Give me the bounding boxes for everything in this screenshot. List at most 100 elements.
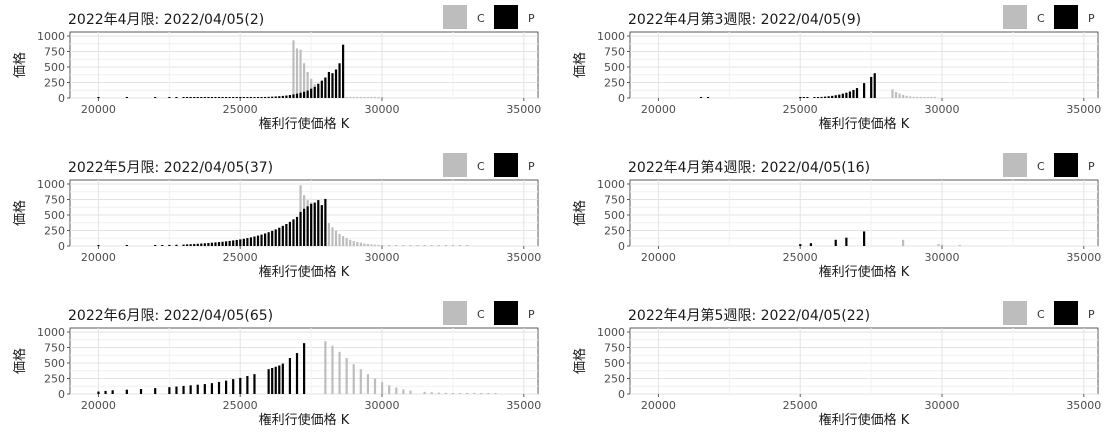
bar-p: [274, 366, 277, 394]
x-axis-label: 権利行使価格 K: [259, 412, 350, 428]
bar-p: [175, 97, 178, 98]
bar-p: [313, 202, 316, 246]
legend-label-c: C: [1037, 308, 1045, 321]
legend-label-c: C: [1037, 12, 1045, 25]
bar-c: [409, 390, 412, 394]
legend-swatch-c: [1003, 301, 1027, 325]
bar-c: [292, 40, 295, 98]
bar-p: [253, 374, 256, 394]
bar-p: [225, 380, 228, 394]
bar-p: [246, 376, 249, 394]
legend-swatch-c: [443, 153, 467, 177]
bar-p: [806, 97, 809, 98]
bar-p: [824, 96, 827, 98]
bar-p: [189, 97, 192, 98]
chart-title: 2022年4月第3週限: 2022/04/05(9): [628, 11, 861, 28]
x-tick-label: 25000: [783, 251, 818, 264]
bar-p: [285, 223, 288, 246]
bar-p: [802, 97, 805, 98]
bar-p: [189, 385, 192, 394]
bar-c: [331, 227, 334, 246]
bar-c: [381, 97, 384, 98]
bar-p: [207, 97, 210, 98]
y-axis-label: 価格: [12, 348, 28, 374]
bar-c: [349, 97, 352, 98]
bar-p: [182, 385, 185, 394]
chart-title: 2022年6月限: 2022/04/05(65): [68, 308, 273, 324]
bar-p: [707, 97, 710, 98]
bar-p: [799, 97, 802, 98]
bar-p: [221, 97, 224, 98]
bar-c: [366, 244, 370, 246]
bar-c: [373, 97, 377, 98]
bar-p: [196, 97, 199, 98]
bar-p: [175, 386, 178, 394]
bar-p: [182, 97, 185, 98]
bar-p: [278, 96, 281, 98]
bar-p: [139, 389, 143, 394]
bar-c: [295, 48, 299, 98]
x-axis-label: 権利行使価格 K: [819, 116, 910, 132]
bar-p: [274, 229, 277, 246]
x-tick-label: 30000: [365, 251, 400, 264]
y-tick-label: 750: [604, 194, 625, 207]
bar-p: [189, 244, 192, 246]
bar-c: [898, 93, 901, 98]
bar-c: [926, 97, 930, 98]
bar-c: [359, 369, 362, 394]
chart-panel-5: 2022年6月限: 2022/04/05(65) C P 0 250 500 750 1000…: [12, 301, 541, 428]
bar-p: [225, 97, 228, 98]
bar-p: [809, 243, 813, 246]
legend-swatch-p: [1054, 5, 1078, 29]
bar-p: [104, 390, 107, 394]
x-tick-label: 35000: [506, 251, 541, 264]
bar-p: [168, 97, 171, 98]
y-tick-label: 1000: [37, 178, 65, 191]
bar-c: [430, 392, 433, 394]
bar-c: [466, 245, 469, 246]
bar-p: [154, 97, 157, 98]
bar-c: [303, 63, 306, 98]
bar-p: [863, 83, 866, 98]
bar-c: [310, 78, 313, 98]
y-tick-label: 250: [44, 225, 65, 238]
bar-p: [239, 239, 242, 246]
bar-p: [324, 198, 327, 246]
bar-c: [370, 244, 373, 246]
y-tick-label: 500: [44, 61, 65, 74]
y-tick-label: 250: [604, 373, 625, 386]
bar-p: [834, 95, 837, 98]
legend-label-c: C: [477, 160, 485, 173]
legend-label-p: P: [1088, 12, 1095, 25]
bar-c: [349, 239, 352, 246]
x-tick-label: 30000: [925, 399, 960, 412]
legend-swatch-p: [494, 153, 518, 177]
bar-p: [249, 97, 253, 98]
legend-label-p: P: [1088, 160, 1095, 173]
bar-c: [388, 385, 391, 394]
bar-p: [310, 203, 313, 246]
y-tick-label: 750: [44, 342, 65, 355]
bar-p: [210, 97, 214, 98]
y-tick-label: 0: [58, 388, 65, 401]
x-tick-label: 25000: [223, 103, 258, 116]
y-tick-label: 1000: [597, 178, 625, 191]
bar-c: [306, 71, 309, 98]
bar-c: [373, 378, 377, 394]
bar-p: [242, 97, 245, 98]
bar-p: [232, 240, 235, 246]
x-axis-label: 権利行使価格 K: [259, 116, 350, 132]
bar-c: [905, 95, 908, 98]
bar-p: [324, 77, 327, 98]
bar-p: [200, 243, 203, 246]
y-axis-label: 価格: [12, 200, 28, 226]
y-tick-label: 0: [58, 92, 65, 105]
x-tick-label: 30000: [365, 399, 400, 412]
bar-p: [168, 387, 171, 394]
bar-c: [356, 241, 359, 246]
bar-p: [845, 92, 848, 98]
bar-c: [377, 245, 380, 246]
legend-label-p: P: [1088, 308, 1095, 321]
bar-p: [253, 97, 256, 98]
bar-p: [214, 97, 217, 98]
